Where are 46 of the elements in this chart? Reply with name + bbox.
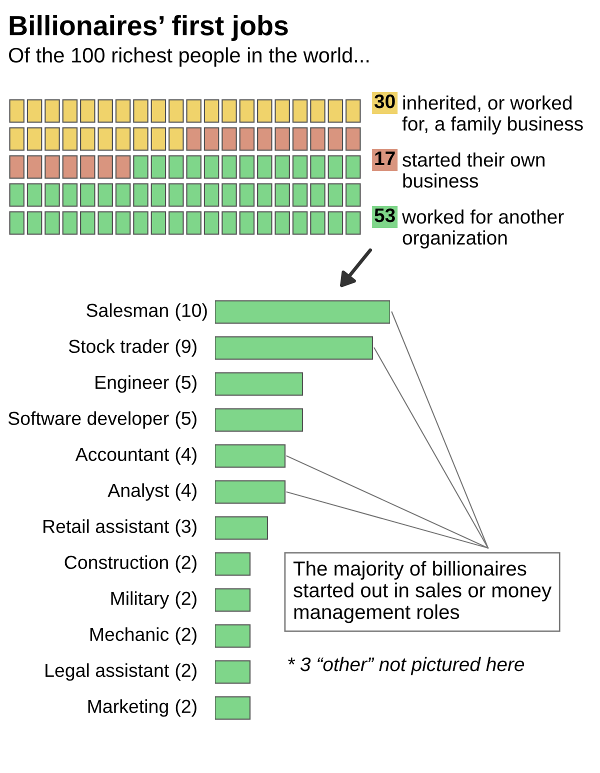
bar (215, 696, 251, 720)
bar (215, 408, 304, 432)
data-label: 17 (375, 152, 395, 166)
data-label: (4) (176, 483, 196, 501)
y-tick-label: Analyst (108, 483, 169, 501)
data-label: (2) (176, 699, 196, 717)
annotation: * 3 “other” not pictured here (288, 656, 524, 676)
data-label: 30 (374, 94, 395, 108)
bar (215, 372, 304, 396)
bar (215, 624, 251, 648)
data-label: (9) (176, 339, 196, 357)
data-label: (4) (176, 447, 196, 465)
bar (215, 300, 390, 324)
y-tick-label: Retail assistant (44, 519, 169, 534)
category-label: worked for another organization (402, 209, 564, 249)
text: Of the 100 richest people in the world... (8, 47, 369, 67)
bar (215, 516, 268, 540)
category-label: started their own business (402, 152, 544, 188)
y-tick-label: Stock trader (68, 339, 169, 354)
y-tick-label: Marketing (88, 699, 168, 717)
bar (215, 336, 374, 360)
bar (215, 660, 251, 684)
y-tick-label: Military (111, 591, 170, 609)
data-label: (2) (176, 627, 196, 645)
data-label: (3) (176, 519, 196, 537)
data-label: (10) (176, 303, 207, 321)
bar (215, 480, 286, 504)
data-label: (5) (176, 375, 196, 393)
data-label: (2) (176, 555, 196, 573)
y-tick-label: Engineer (96, 375, 169, 393)
y-tick-label: Accountant (75, 448, 169, 462)
text: Billionaires’ first jobs (10, 15, 288, 41)
category-label: inherited, or worked for, a family business (402, 95, 583, 135)
bar (215, 588, 251, 612)
y-tick-label: Salesman (86, 303, 168, 318)
data-label: (2) (176, 591, 196, 609)
data-label: (5) (176, 411, 196, 429)
bar (215, 552, 251, 576)
y-tick-label: Construction (64, 555, 168, 570)
y-tick-label: Mechanic (90, 627, 169, 642)
y-tick-label: Software developer (8, 411, 169, 429)
y-tick-label: Legal assistant (46, 663, 169, 681)
data-label: (2) (176, 663, 196, 681)
bar (215, 444, 286, 468)
data-label: 53 (374, 208, 395, 222)
annotation: The majority of billionaires started out in sales or money management roles (293, 560, 552, 624)
